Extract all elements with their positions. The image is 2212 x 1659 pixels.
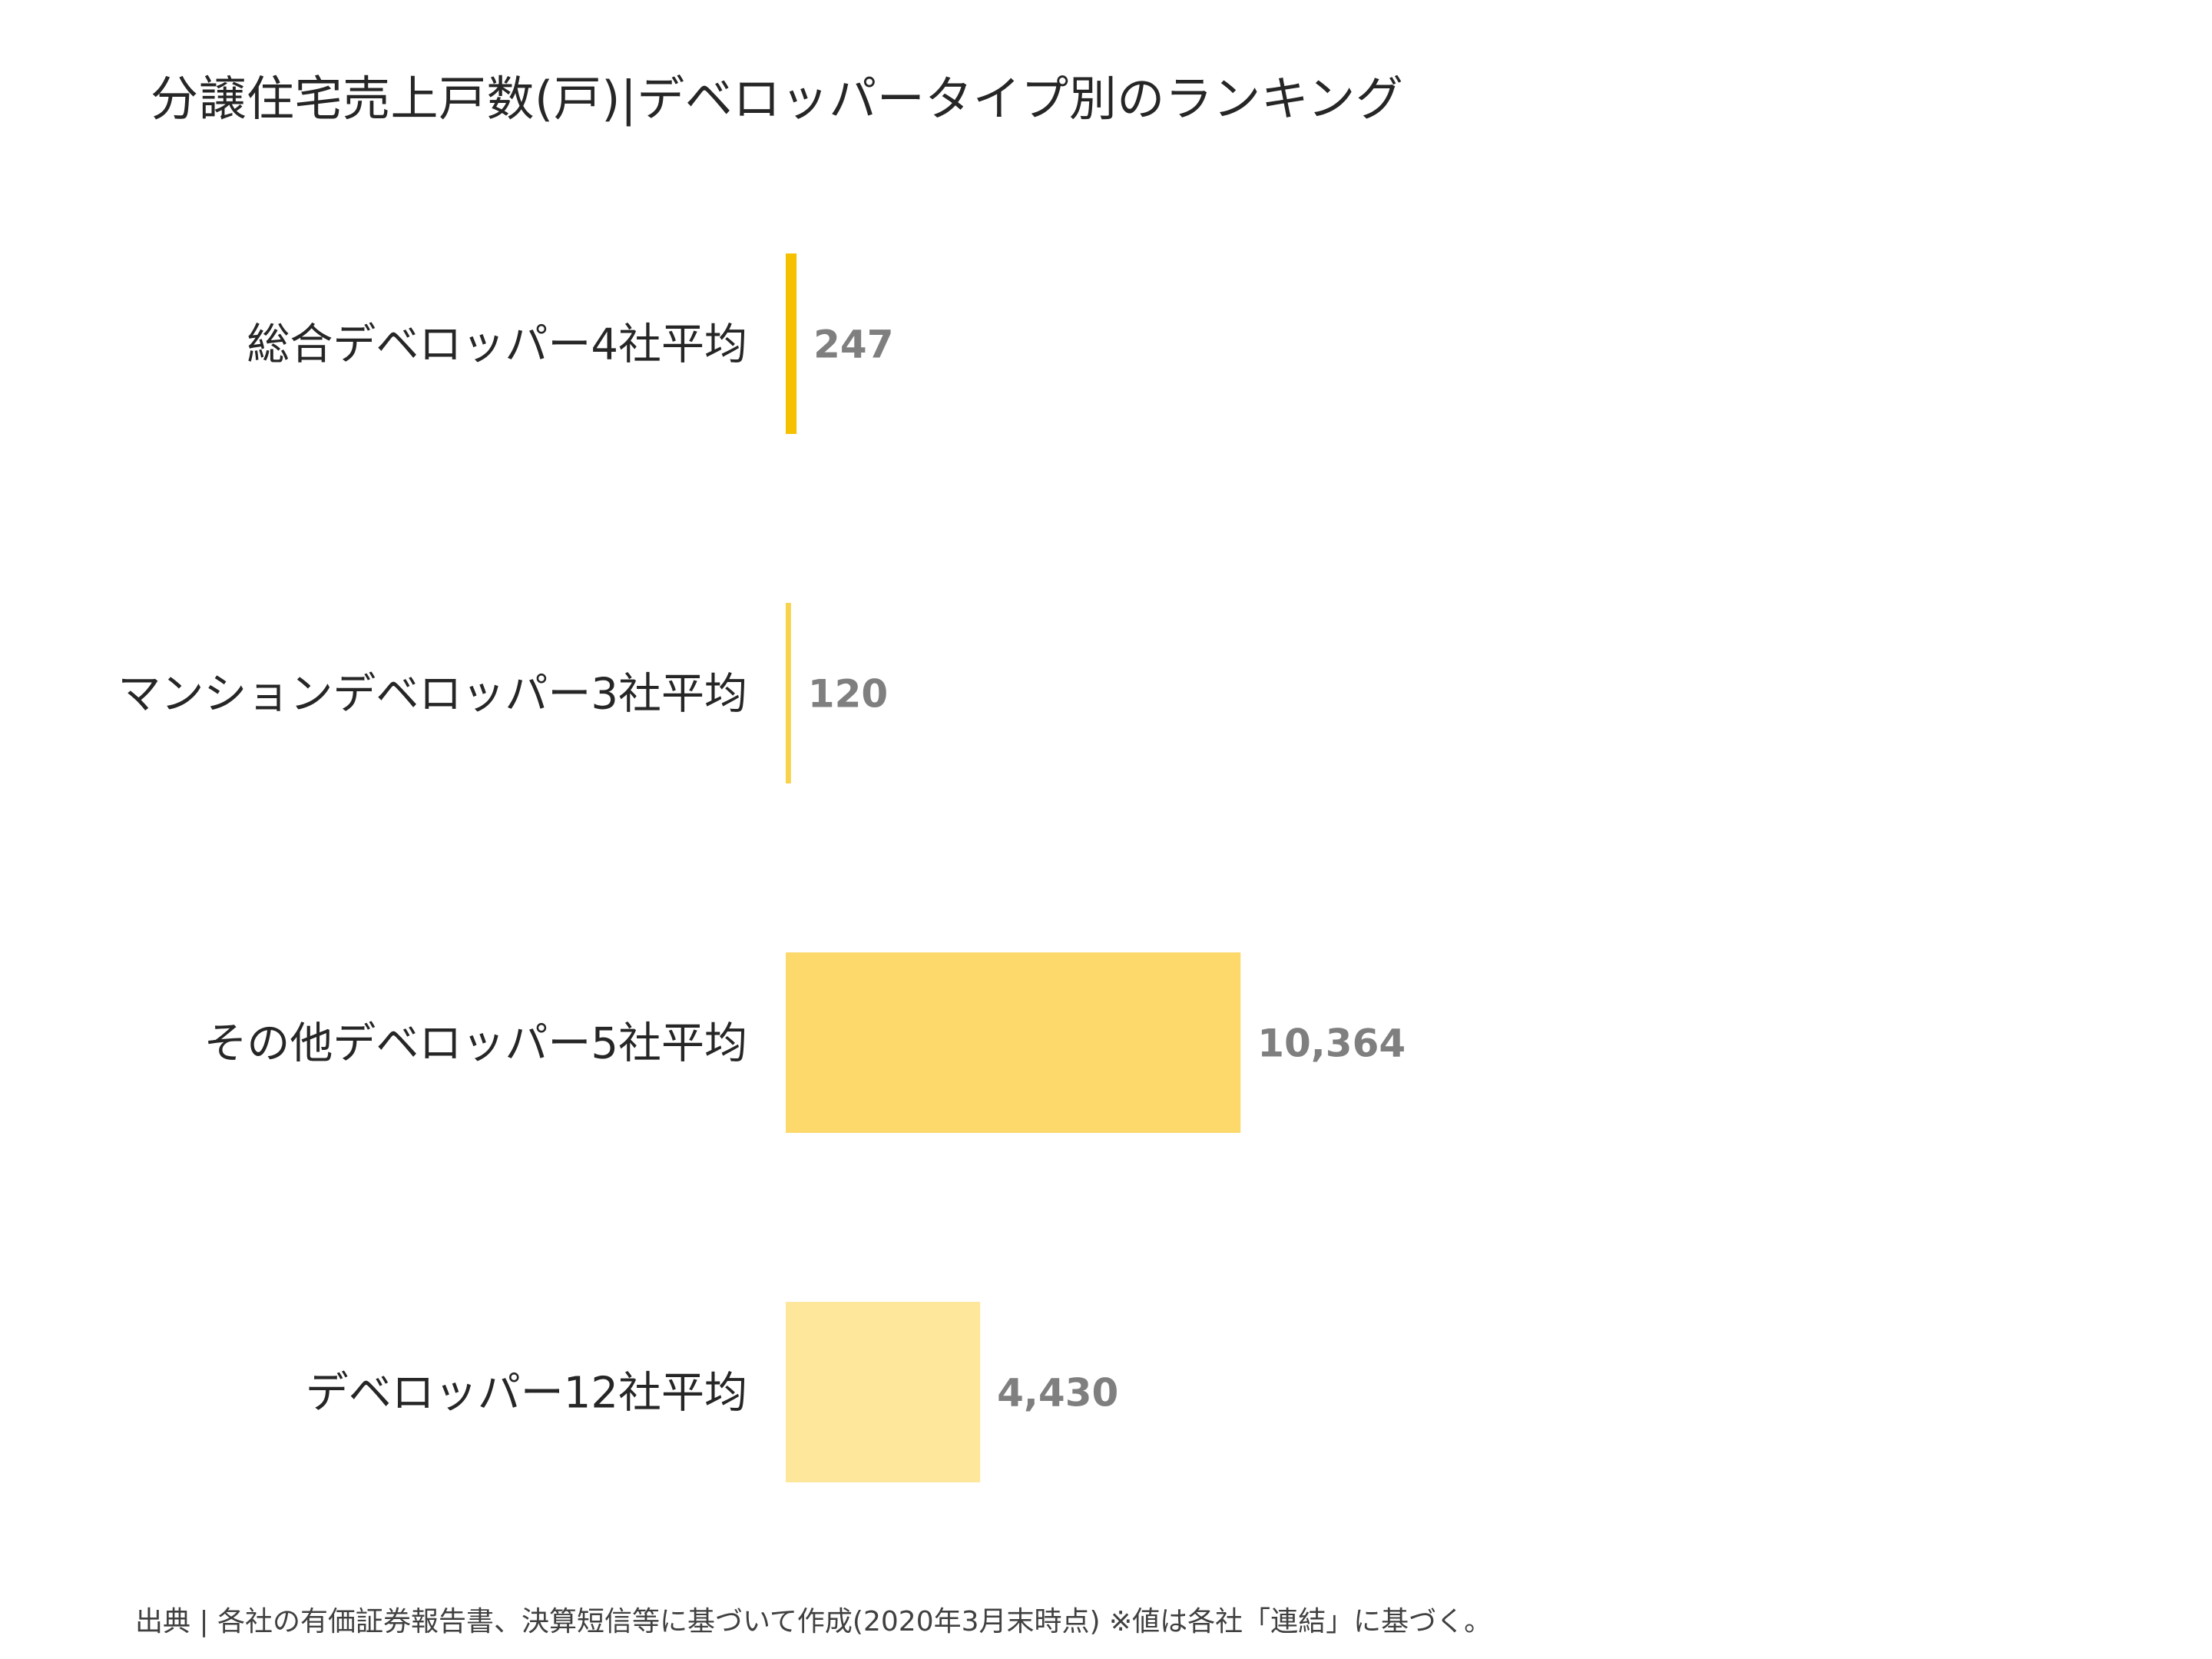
bar: [786, 253, 797, 434]
source-note: 出典 | 各社の有価証券報告書、決算短信等に基づいて作成(2020年3月末時点)…: [135, 1606, 1492, 1637]
value-label: 10,364: [1257, 1022, 1406, 1066]
bar: [786, 603, 791, 783]
value-label: 120: [808, 672, 888, 717]
category-label: マンションデベロッパー3社平均: [118, 670, 747, 720]
value-label: 247: [813, 323, 893, 367]
category-label: デベロッパー12社平均: [306, 1369, 747, 1419]
chart-title: 分譲住宅売上戸数(戸)|デベロッパータイプ別のランキング: [151, 71, 1404, 127]
bar: [786, 1302, 981, 1482]
value-label: 4,430: [997, 1371, 1118, 1416]
bar: [786, 952, 1241, 1133]
category-label: 総合デベロッパー4社平均: [247, 320, 747, 370]
category-label: その他デベロッパー5社平均: [204, 1019, 747, 1069]
